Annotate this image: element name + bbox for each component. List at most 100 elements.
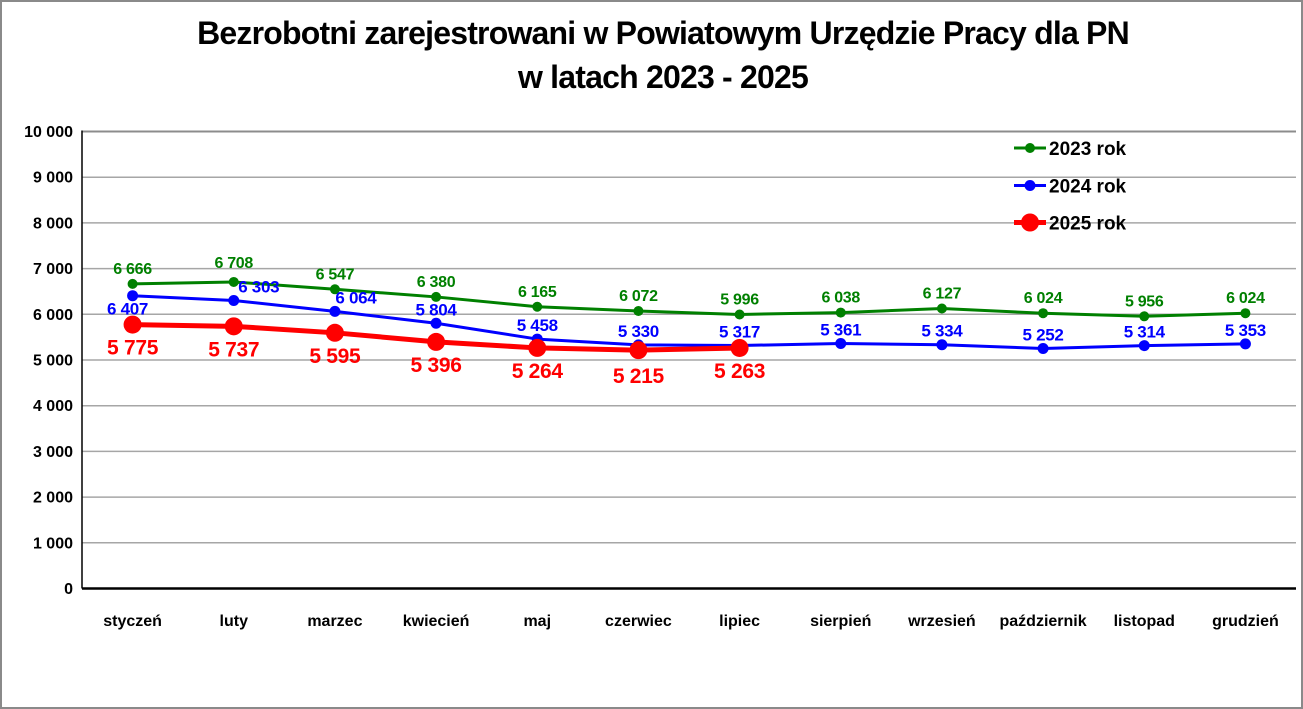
data-label: 6 547: [316, 266, 355, 283]
legend-marker-icon: [1025, 143, 1035, 153]
data-label: 5 263: [714, 360, 765, 383]
data-point: [734, 309, 745, 320]
data-label: 5 252: [1023, 325, 1064, 344]
x-tick-label: czerwiec: [605, 613, 672, 630]
data-label: 5 956: [1125, 293, 1164, 310]
y-tick-label: 3 000: [33, 444, 73, 461]
chart-title-line1: Bezrobotni zarejestrowani w Powiatowym U…: [197, 15, 1129, 51]
data-label: 5 458: [517, 316, 558, 335]
data-label: 5 595: [309, 345, 361, 368]
data-label: 5 775: [107, 337, 159, 360]
data-label: 6 072: [619, 288, 658, 305]
data-point: [528, 338, 547, 357]
data-point: [633, 306, 644, 317]
data-label: 5 264: [512, 360, 564, 383]
data-point: [1037, 342, 1049, 354]
series-line: [132, 294, 1246, 350]
data-label: 5 330: [618, 322, 659, 341]
data-point: [1240, 308, 1251, 319]
data-point: [127, 290, 139, 302]
y-tick-label: 10 000: [24, 124, 73, 141]
data-label: 5 334: [921, 322, 963, 341]
data-point: [1038, 308, 1049, 319]
y-tick-label: 5 000: [33, 353, 73, 370]
grid-layer: [82, 130, 1296, 544]
y-tick-label: 7 000: [33, 261, 73, 278]
legend-label: 2025 rok: [1049, 214, 1127, 235]
x-tick-label: listopad: [1114, 613, 1175, 630]
x-tick-label: marzec: [307, 613, 362, 630]
x-tick-label: luty: [220, 613, 249, 630]
data-label: 6 024: [1226, 290, 1265, 307]
data-point: [329, 284, 340, 295]
legend-label: 2023 rok: [1049, 139, 1127, 160]
data-point: [431, 291, 442, 302]
x-tick-label: sierpień: [810, 613, 871, 630]
data-label: 5 353: [1225, 321, 1266, 340]
legend-item-2024-rok: 2024 rok: [1014, 177, 1127, 198]
data-label: 6 024: [1024, 290, 1063, 307]
data-point: [228, 294, 240, 306]
data-point: [629, 341, 648, 360]
data-label: 6 708: [214, 255, 253, 272]
data-point: [224, 317, 243, 336]
y-tick-label: 2 000: [33, 490, 73, 507]
y-tick-label: 0: [64, 581, 73, 598]
data-point: [936, 303, 947, 314]
data-point: [936, 339, 948, 351]
data-label: 5 317: [719, 323, 760, 342]
legend: 2023 rok 2024 rok 2025 rok: [1014, 139, 1127, 235]
data-label: 6 165: [518, 284, 557, 301]
data-point: [730, 338, 749, 357]
y-tick-label: 8 000: [33, 215, 73, 232]
data-label: 5 215: [613, 365, 665, 388]
legend-marker-icon: [1021, 213, 1039, 232]
y-tick-label: 4 000: [33, 398, 73, 415]
data-label: 5 314: [1124, 323, 1166, 342]
series-2025-rok: 5 775 5 737 5 595 5 396 5 264 5 215 5 263: [107, 315, 765, 388]
x-tick-label: styczeń: [103, 613, 162, 630]
data-point: [127, 278, 138, 289]
series-layer: 6 666 6 708 6 547 6 380 6 165 6 072 5 996 6 038…: [107, 255, 1266, 388]
data-label: 6 303: [238, 277, 279, 296]
series-line: [132, 280, 1246, 318]
data-point: [835, 307, 846, 318]
data-label: 5 396: [411, 354, 462, 377]
data-label: 6 407: [107, 300, 148, 319]
chart-title-line2: w latach 2023 - 2025: [517, 59, 808, 95]
data-point: [1138, 340, 1150, 352]
data-point: [427, 332, 446, 351]
y-tick-label: 6 000: [33, 307, 73, 324]
legend-item-2025-rok: 2025 rok: [1014, 213, 1127, 235]
x-tick-label: maj: [523, 613, 551, 630]
series-2023-rok: 6 666 6 708 6 547 6 380 6 165 6 072 5 996 6 038…: [113, 255, 1265, 322]
y-tick-label: 1 000: [33, 535, 73, 552]
series-2024-rok: 6 407 6 303 6 064 5 804 5 458 5 330 5 317 5 361…: [107, 277, 1266, 354]
y-tick-label: 9 000: [33, 170, 73, 187]
data-label: 5 361: [820, 321, 861, 340]
x-tick-label: grudzień: [1212, 613, 1279, 630]
data-point: [1139, 311, 1150, 322]
x-tick-label: kwiecień: [403, 613, 470, 630]
data-point: [325, 323, 344, 342]
legend-label: 2024 rok: [1049, 177, 1127, 198]
legend-marker-icon: [1024, 180, 1036, 191]
data-point: [123, 315, 142, 334]
data-point: [532, 301, 543, 312]
x-tick-label: lipiec: [719, 613, 760, 630]
data-label: 6 064: [335, 288, 377, 307]
x-tick-label: październik: [1000, 613, 1087, 630]
data-label: 5 804: [416, 300, 458, 319]
data-point: [835, 338, 847, 350]
data-label: 5 996: [720, 291, 759, 308]
data-point: [1239, 338, 1251, 350]
x-tick-label: wrzesień: [907, 613, 976, 630]
data-point: [228, 276, 239, 287]
data-label: 6 380: [417, 274, 456, 291]
data-label: 5 737: [208, 338, 259, 361]
axis-layer: 0 1 000 2 000 3 000 4 000 5 000 6 000 7 000 8 00…: [24, 124, 1296, 630]
legend-item-2023-rok: 2023 rok: [1014, 139, 1127, 160]
data-point: [329, 305, 341, 317]
